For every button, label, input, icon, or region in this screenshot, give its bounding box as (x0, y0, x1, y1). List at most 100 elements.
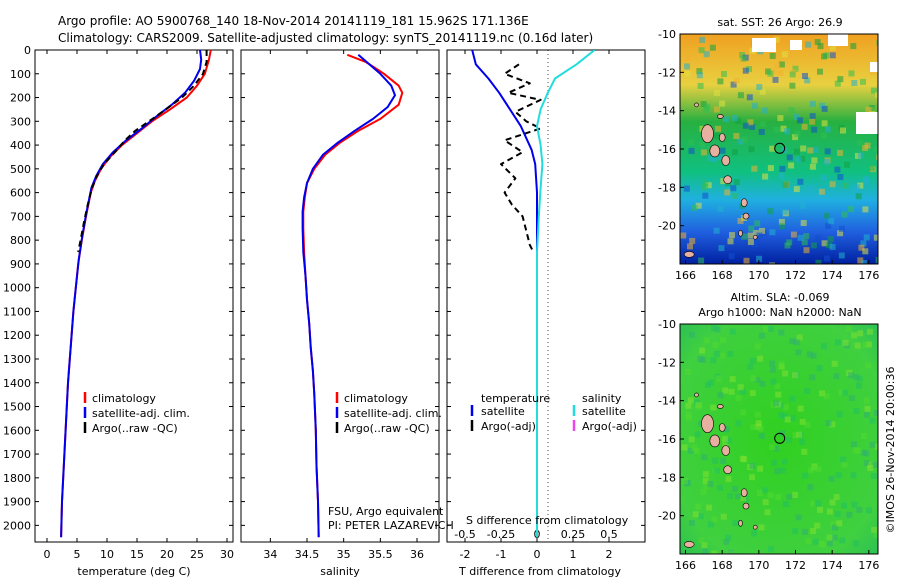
y-tick-label: 200 (10, 92, 31, 105)
field-pixel (685, 55, 691, 62)
y-tick-label: 900 (10, 258, 31, 271)
field-pixel (720, 178, 727, 185)
legend-label: climatology (344, 392, 408, 405)
field-pixel (751, 530, 757, 537)
field-pixel (809, 113, 816, 120)
field-pixel (800, 220, 807, 226)
y-tick-label: 1300 (3, 353, 31, 366)
map-y-tick-label: -18 (658, 471, 676, 484)
field-pixel (830, 521, 837, 527)
field-pixel (706, 504, 713, 511)
field-pixel (793, 148, 800, 155)
field-pixel (809, 374, 816, 381)
field-pixel (852, 187, 859, 194)
field-pixel (742, 122, 749, 129)
x-tick-label: -1 (496, 548, 507, 561)
field-pixel (702, 471, 709, 478)
map-x-tick-label: 176 (858, 559, 879, 572)
field-pixel (801, 239, 808, 246)
field-pixel (856, 506, 863, 513)
field-pixel (739, 52, 746, 58)
field-pixel (696, 68, 703, 75)
field-pixel (703, 51, 710, 58)
series-line (500, 63, 542, 253)
field-pixel (779, 165, 786, 172)
field-pixel (737, 92, 744, 99)
map-y-tick-label: -20 (658, 220, 676, 233)
field-pixel (772, 76, 779, 83)
field-pixel (875, 92, 878, 99)
series-line (77, 50, 208, 253)
field-pixel (689, 237, 696, 244)
field-pixel (740, 495, 747, 502)
field-pixel (714, 89, 721, 96)
field-pixel (741, 233, 748, 240)
field-pixel (855, 382, 862, 389)
field-pixel (855, 193, 862, 200)
map-x-tick-label: 174 (822, 269, 843, 282)
y-tick-label: 1200 (3, 329, 31, 342)
field-pixel (711, 550, 718, 554)
field-pixel (707, 481, 714, 488)
y-tick-label: 1400 (3, 377, 31, 390)
field-pixel (857, 182, 864, 189)
field-pixel (707, 379, 714, 386)
field-pixel (748, 225, 755, 232)
field-pixel (754, 220, 761, 227)
field-pixel (698, 537, 705, 544)
field-pixel (814, 500, 821, 507)
temperature-axes (34, 49, 234, 543)
field-pixel (780, 125, 787, 132)
header-line-1: Argo profile: AO 5900768_140 18-Nov-2014… (58, 14, 529, 28)
field-pixel (688, 139, 695, 146)
field-pixel (789, 82, 796, 89)
island-shape (723, 175, 733, 184)
field-pixel (769, 229, 776, 236)
field-pixel (814, 522, 821, 529)
map-y-tick-label: -20 (658, 510, 676, 523)
y-tick-label: 1900 (3, 496, 31, 509)
field-pixel (836, 520, 843, 527)
field-pixel (747, 119, 754, 126)
x-axis-label: salinity (320, 565, 360, 578)
field-pixel (871, 87, 877, 94)
field-pixel (810, 242, 817, 249)
field-pixel (867, 465, 874, 471)
field-pixel (700, 488, 707, 495)
field-pixel (815, 465, 822, 472)
field-pixel (848, 395, 855, 402)
field-pixel (786, 493, 793, 500)
field-pixel (714, 326, 721, 333)
field-pixel (809, 163, 816, 170)
field-pixel (781, 208, 788, 215)
field-pixel (778, 61, 785, 68)
field-pixel (769, 53, 776, 59)
field-pixel (817, 43, 824, 50)
field-pixel (785, 190, 792, 197)
field-pixel (824, 126, 831, 133)
field-pixel (802, 472, 809, 479)
field-pixel (735, 493, 741, 500)
field-pixel (723, 538, 730, 545)
island-shape (683, 251, 695, 258)
field-pixel (720, 513, 727, 520)
field-pixel (797, 405, 804, 412)
field-pixel (773, 126, 780, 133)
field-pixel (732, 486, 739, 492)
field-pixel (853, 374, 860, 381)
field-pixel (825, 535, 832, 542)
series-line (302, 53, 404, 538)
island-shape (742, 502, 750, 510)
top-tick-label: 0.25 (561, 528, 586, 541)
field-pixel (750, 375, 757, 382)
field-pixel (757, 425, 764, 432)
map-y-tick-label: -18 (658, 181, 676, 194)
field-pixel (782, 501, 789, 508)
field-pixel (732, 48, 739, 55)
field-pixel (727, 238, 734, 245)
field-pixel (707, 521, 714, 528)
field-pixel (692, 511, 699, 518)
field-pixel (762, 487, 769, 494)
field-pixel (823, 158, 830, 165)
field-pixel (716, 484, 723, 491)
